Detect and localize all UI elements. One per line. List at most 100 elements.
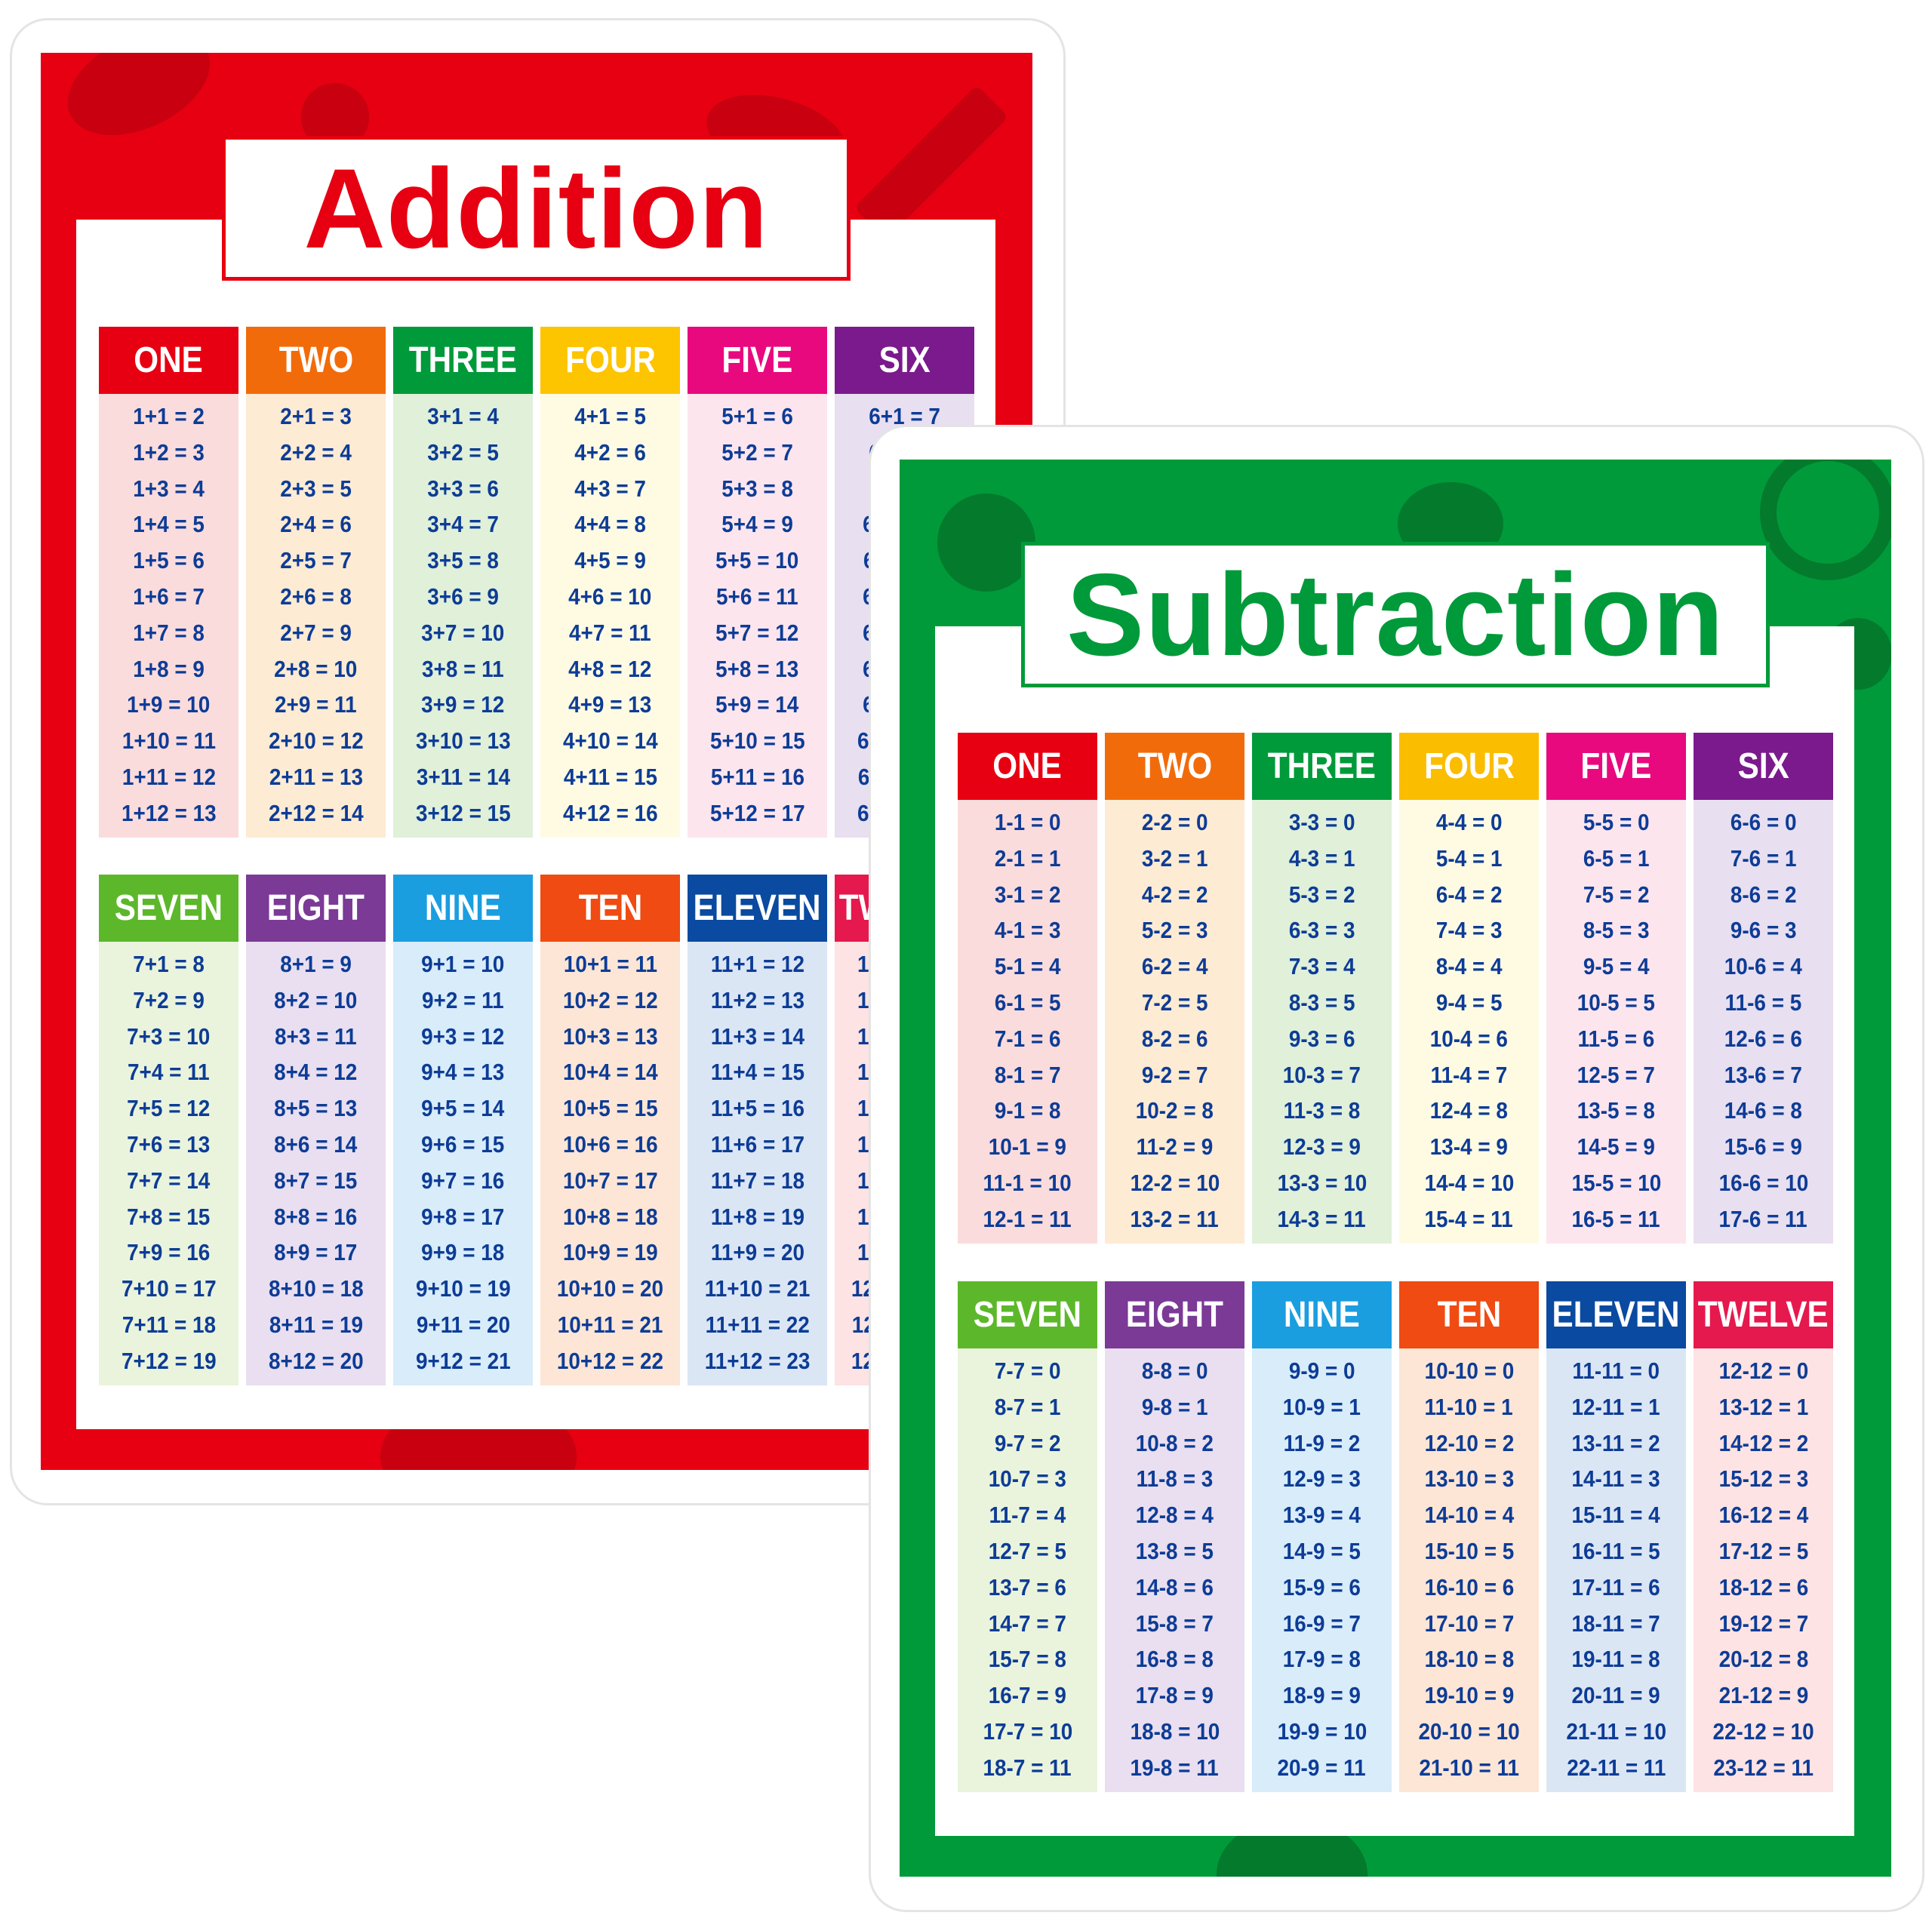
math-fact-text: 1+5 = 6: [133, 547, 205, 574]
math-fact: 13-7 = 6: [958, 1570, 1097, 1606]
subtraction-column-seven: SEVEN 7-7 = 0 8-7 = 1 9-7 = 2 10-7 = 3 11-7 =…: [958, 1281, 1097, 1792]
addition-table-row-2: SEVEN 7+1 = 8 7+2 = 9 7+3 = 10 7+4 = 11 7+5 =…: [99, 875, 974, 1385]
math-fact: 8+12 = 20: [246, 1343, 386, 1379]
math-fact: 17-9 = 8: [1252, 1641, 1392, 1677]
addition-table-row-1: ONE 1+1 = 2 1+2 = 3 1+3 = 4 1+4 = 5 1+5 = 6 1+…: [99, 327, 974, 838]
math-fact-text: 1+1 = 2: [133, 403, 205, 429]
math-fact-text: 3+9 = 12: [421, 691, 505, 718]
math-fact-text: 7+10 = 17: [121, 1275, 217, 1302]
math-fact-text: 12-8 = 4: [1135, 1502, 1214, 1529]
math-fact-text: 10-6 = 4: [1724, 953, 1803, 980]
math-fact: 14-8 = 6: [1105, 1570, 1244, 1606]
column-body: 5-5 = 0 6-5 = 1 7-5 = 2 8-5 = 3 9-5 = 4 10-5 …: [1546, 800, 1686, 1244]
math-fact-text: 5+12 = 17: [709, 799, 805, 826]
math-fact: 5-5 = 0: [1546, 804, 1686, 841]
math-fact-text: 7+7 = 14: [127, 1167, 211, 1194]
math-fact-text: 14-5 = 9: [1577, 1133, 1656, 1161]
math-fact-text: 12-11 = 1: [1571, 1393, 1661, 1420]
math-fact-text: 20-12 = 8: [1718, 1646, 1808, 1673]
math-fact: 11+1 = 12: [688, 946, 827, 982]
math-fact-text: 3+2 = 5: [427, 438, 499, 466]
math-fact: 8-6 = 2: [1694, 877, 1833, 913]
math-fact-text: 11-8 = 3: [1136, 1465, 1214, 1493]
math-fact: 1+3 = 4: [99, 471, 238, 507]
column-header: THREE: [1252, 733, 1392, 800]
math-fact-text: 1+3 = 4: [133, 475, 205, 502]
subtraction-column-five: FIVE 5-5 = 0 6-5 = 1 7-5 = 2 8-5 = 3 9-5 = 4 1…: [1546, 733, 1686, 1244]
math-fact: 9-9 = 0: [1252, 1353, 1392, 1389]
math-fact: 16-9 = 7: [1252, 1606, 1392, 1642]
math-fact-text: 8-4 = 4: [1435, 953, 1503, 980]
math-fact-text: 11+2 = 13: [710, 986, 804, 1013]
math-fact-text: 10+11 = 21: [557, 1311, 663, 1338]
math-fact: 4+12 = 16: [540, 795, 680, 832]
math-fact: 11+7 = 18: [688, 1163, 827, 1199]
column-body: 8-8 = 0 9-8 = 1 10-8 = 2 11-8 = 3 12-8 = 4 13…: [1105, 1348, 1244, 1792]
math-fact-text: 2+2 = 4: [280, 438, 352, 466]
math-fact-text: 19-11 = 8: [1571, 1646, 1661, 1673]
math-fact: 17-10 = 7: [1399, 1606, 1539, 1642]
math-fact-text: 3-1 = 2: [994, 881, 1061, 908]
math-fact-text: 13-11 = 2: [1571, 1429, 1661, 1456]
math-fact-text: 18-9 = 9: [1282, 1682, 1361, 1709]
math-fact: 7+8 = 15: [99, 1199, 238, 1235]
math-fact: 18-8 = 10: [1105, 1714, 1244, 1750]
math-fact: 7+4 = 11: [99, 1054, 238, 1090]
addition-title-box: Addition: [222, 136, 851, 281]
math-fact-text: 3-2 = 1: [1141, 844, 1208, 872]
addition-column-five: FIVE 5+1 = 6 5+2 = 7 5+3 = 8 5+4 = 9 5+5 = 10…: [688, 327, 827, 838]
math-fact: 9+1 = 10: [393, 946, 533, 982]
math-fact-text: 8+5 = 13: [274, 1095, 358, 1122]
math-fact: 5+7 = 12: [688, 615, 827, 651]
math-fact-text: 3+6 = 9: [427, 583, 499, 610]
math-fact: 3+12 = 15: [393, 795, 533, 832]
math-fact: 13-10 = 3: [1399, 1461, 1539, 1497]
math-fact: 12-3 = 9: [1252, 1129, 1392, 1165]
math-fact: 9+6 = 15: [393, 1127, 533, 1163]
math-fact: 22-11 = 11: [1546, 1750, 1686, 1786]
math-fact-text: 1+9 = 10: [127, 691, 211, 718]
math-fact-text: 10+3 = 13: [562, 1022, 658, 1050]
column-header: EIGHT: [246, 875, 386, 942]
math-fact: 10-9 = 1: [1252, 1389, 1392, 1425]
column-body: 1-1 = 0 2-1 = 1 3-1 = 2 4-1 = 3 5-1 = 4 6-1 =…: [958, 800, 1097, 1244]
math-fact: 13-5 = 8: [1546, 1093, 1686, 1129]
math-fact: 4+6 = 10: [540, 579, 680, 615]
math-fact: 2+8 = 10: [246, 651, 386, 687]
subtraction-title-box: Subtraction: [1021, 542, 1770, 687]
math-fact-text: 20-9 = 11: [1277, 1754, 1367, 1781]
math-fact-text: 5+6 = 11: [716, 583, 798, 610]
subtraction-column-two: TWO 2-2 = 0 3-2 = 1 4-2 = 2 5-2 = 3 6-2 = 4 7-…: [1105, 733, 1244, 1244]
math-fact: 11-7 = 4: [958, 1497, 1097, 1533]
math-fact: 10-10 = 0: [1399, 1353, 1539, 1389]
subtraction-column-three: THREE 3-3 = 0 4-3 = 1 5-3 = 2 6-3 = 3 7-3 = 4…: [1252, 733, 1392, 1244]
math-fact: 15-6 = 9: [1694, 1129, 1833, 1165]
column-header-label: EIGHT: [266, 888, 365, 928]
math-fact: 12-10 = 2: [1399, 1425, 1539, 1462]
column-header: EIGHT: [1105, 1281, 1244, 1348]
math-fact-text: 11+11 = 22: [705, 1311, 810, 1338]
math-fact: 7+5 = 12: [99, 1090, 238, 1127]
subtraction-column-six: SIX 6-6 = 0 7-6 = 1 8-6 = 2 9-6 = 3 10-6 = 4 1…: [1694, 733, 1833, 1244]
math-fact: 7-7 = 0: [958, 1353, 1097, 1389]
math-fact: 12-8 = 4: [1105, 1497, 1244, 1533]
math-fact: 5+11 = 16: [688, 759, 827, 795]
math-fact: 9-2 = 7: [1105, 1057, 1244, 1093]
column-header-label: ELEVEN: [694, 888, 822, 928]
math-fact: 4+10 = 14: [540, 723, 680, 759]
math-fact-text: 15-12 = 3: [1718, 1465, 1808, 1493]
math-fact: 21-12 = 9: [1694, 1677, 1833, 1714]
math-fact-text: 3+7 = 10: [421, 619, 505, 646]
math-fact: 11+6 = 17: [688, 1127, 827, 1163]
addition-column-two: TWO 2+1 = 3 2+2 = 4 2+3 = 5 2+4 = 6 2+5 = 7 2+…: [246, 327, 386, 838]
column-header: ONE: [958, 733, 1097, 800]
math-fact: 19-9 = 10: [1252, 1714, 1392, 1750]
math-fact: 5-2 = 3: [1105, 912, 1244, 949]
math-fact: 7-6 = 1: [1694, 841, 1833, 877]
math-fact: 10+7 = 17: [540, 1163, 680, 1199]
math-fact: 19-10 = 9: [1399, 1677, 1539, 1714]
math-fact-text: 3+1 = 4: [427, 403, 499, 429]
math-fact-text: 7+1 = 8: [133, 951, 205, 977]
math-fact-text: 2+9 = 11: [275, 691, 357, 718]
math-fact-text: 16-9 = 7: [1282, 1610, 1361, 1637]
